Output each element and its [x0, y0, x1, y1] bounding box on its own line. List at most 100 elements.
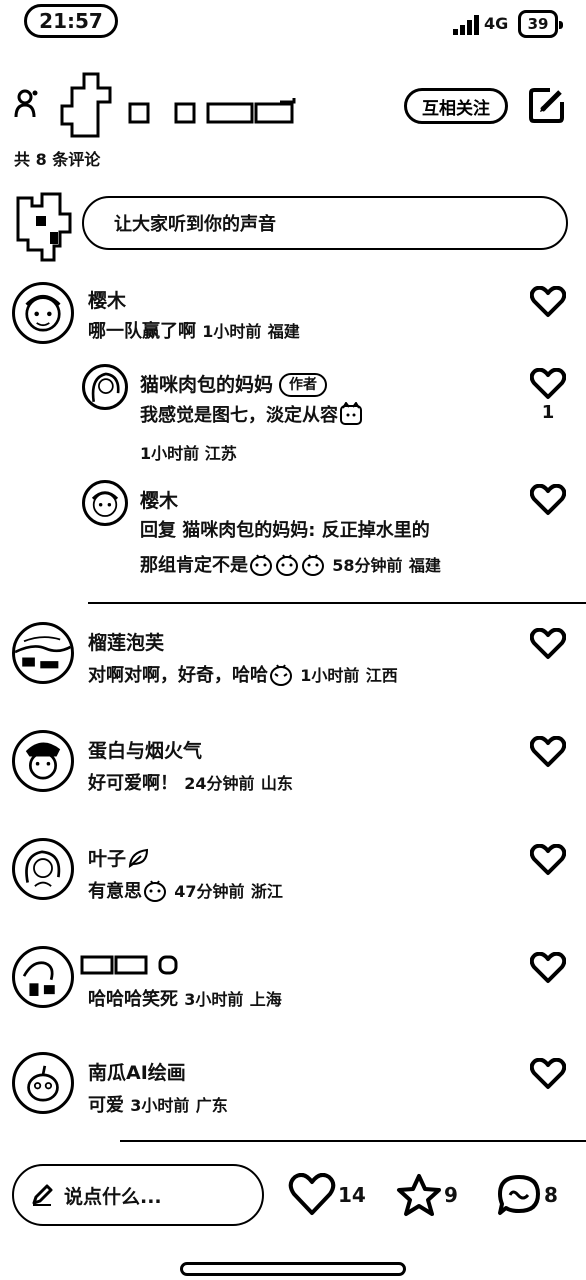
reply-time: 58分钟前 — [332, 556, 403, 575]
comment-location: 山东 — [260, 774, 293, 793]
comment-location: 福建 — [267, 322, 300, 341]
comment-input[interactable]: 让大家听到你的声音 — [82, 196, 568, 250]
reply-body: 我感觉是图七，淡定从容 — [140, 402, 364, 429]
like-action[interactable]: 14 — [288, 1172, 366, 1218]
battery-level: 39 — [527, 15, 549, 33]
comment-text: 有意思 — [88, 881, 142, 902]
comment-author-name[interactable]: 叶子 — [88, 848, 127, 870]
avatar-landscape — [15, 636, 71, 669]
comment-time: 1小时前 — [202, 322, 262, 341]
reply-text-line1: 回复 猫咪肉包的妈妈: 反正掉水里的 — [140, 520, 430, 541]
my-avatar — [16, 192, 72, 262]
star-action[interactable]: 9 — [396, 1172, 458, 1218]
comment-location: 浙江 — [250, 882, 283, 901]
comment-action[interactable]: 8 — [496, 1172, 558, 1218]
comment-time: 24分钟前 — [184, 774, 255, 793]
comment-body: 好可爱啊！ 24分钟前 山东 — [88, 770, 293, 797]
comment-time: 1小时前 — [300, 666, 360, 685]
network-type: 4G — [484, 14, 509, 33]
reply-meta: 1小时前 江苏 — [140, 440, 237, 464]
comment-time: 3小时前 — [130, 1096, 190, 1115]
like-count: 14 — [338, 1183, 366, 1207]
comment-location: 江西 — [365, 666, 398, 685]
leaf-icon — [128, 848, 149, 868]
signal-icon — [453, 15, 479, 35]
comment-text: 好可爱啊！ — [88, 773, 178, 794]
avatar[interactable] — [12, 838, 74, 900]
comment-body: 可爱 3小时前 广东 — [88, 1092, 228, 1119]
comment-author[interactable]: 樱木 — [88, 290, 127, 312]
comment-text: 哪一队赢了啊 — [88, 321, 196, 342]
avatar-face — [25, 742, 61, 780]
home-indicator[interactable] — [180, 1262, 406, 1276]
comment-location: 上海 — [249, 990, 282, 1009]
post-header: 互相关注 共 8 条评论 — [0, 64, 586, 174]
pencil-icon — [32, 1184, 53, 1206]
heart-icon[interactable] — [530, 1058, 566, 1090]
say-something-input[interactable]: 说点什么... — [12, 1164, 264, 1226]
reply-author[interactable]: 樱木 — [140, 490, 179, 512]
crying-emoji-icon — [302, 554, 324, 576]
reply-text: 我感觉是图七，淡定从容 — [140, 405, 338, 426]
avatar-pumpkin — [27, 1065, 59, 1102]
heart-icon[interactable] — [530, 368, 566, 400]
avatar-face — [25, 850, 61, 887]
heart-icon[interactable] — [530, 736, 566, 768]
comment-body: 有意思 47分钟前 浙江 — [88, 878, 283, 905]
user-icon — [14, 89, 38, 118]
bottom-divider — [120, 1140, 586, 1142]
mutual-follow-button[interactable]: 互相关注 — [404, 88, 508, 124]
comment-author[interactable]: 蛋白与烟火气 — [88, 740, 203, 762]
edit-icon[interactable] — [528, 86, 566, 124]
comment-author[interactable]: 南瓜AI绘画 — [88, 1062, 186, 1084]
reply-author-name[interactable]: 猫咪肉包的妈妈 — [140, 374, 274, 396]
status-time: 21:57 — [24, 4, 118, 38]
comment-time: 3小时前 — [184, 990, 244, 1009]
avatar[interactable] — [12, 946, 74, 1008]
star-icon — [397, 1174, 441, 1216]
avatar[interactable] — [12, 282, 74, 344]
heart-icon — [288, 1173, 336, 1215]
chat-bubble-icon — [498, 1175, 540, 1215]
avatar-face — [25, 294, 61, 332]
avatar-face — [91, 491, 119, 517]
reply-text-line2: 那组肯定不是 — [140, 555, 248, 576]
comment-text: 哈哈哈笑死 — [88, 989, 178, 1010]
avatar-face — [91, 372, 120, 402]
heart-icon[interactable] — [530, 628, 566, 660]
comment-count-label: 共 8 条评论 — [14, 150, 101, 169]
comment-body: 哪一队赢了啊 1小时前 福建 — [88, 318, 300, 345]
avatar[interactable] — [12, 1052, 74, 1114]
status-bar: 21:57 4G 39 — [0, 0, 586, 52]
reply-body-line2: 那组肯定不是 58分钟前 福建 — [140, 552, 441, 579]
cat-emoji-icon — [340, 402, 362, 425]
laughing-emoji-icon — [270, 664, 292, 686]
comment-body: 哈哈哈笑死 3小时前 上海 — [88, 986, 282, 1013]
comment-body: 对啊对啊，好奇，哈哈 1小时前 江西 — [88, 662, 398, 689]
heart-icon[interactable] — [530, 484, 566, 516]
avatar[interactable] — [12, 730, 74, 792]
reply-location: 福建 — [408, 556, 441, 575]
author-name-redacted — [60, 72, 296, 138]
avatar[interactable] — [82, 364, 128, 410]
battery-icon: 39 — [518, 10, 563, 38]
comment-location: 广东 — [195, 1096, 228, 1115]
divider — [88, 602, 586, 604]
like-count: 1 — [541, 402, 555, 423]
avatar[interactable] — [82, 480, 128, 526]
avatar[interactable] — [12, 622, 74, 684]
comment-text: 可爱 — [88, 1095, 124, 1116]
comment-total: 8 — [544, 1183, 558, 1207]
crying-emoji-icon — [276, 554, 298, 576]
heart-icon[interactable] — [530, 844, 566, 876]
author-tag: 作者 — [279, 373, 328, 397]
comment-author: 叶子 — [88, 844, 152, 871]
avatar-cartoon — [22, 961, 55, 996]
heart-icon[interactable] — [530, 952, 566, 984]
reply-location: 江苏 — [204, 444, 237, 463]
heart-icon[interactable] — [530, 286, 566, 318]
comment-author[interactable]: 榴莲泡芙 — [88, 632, 165, 654]
reply-author: 猫咪肉包的妈妈 作者 — [140, 370, 328, 397]
star-count: 9 — [444, 1183, 458, 1207]
comment-text: 对啊对啊，好奇，哈哈 — [88, 665, 268, 686]
